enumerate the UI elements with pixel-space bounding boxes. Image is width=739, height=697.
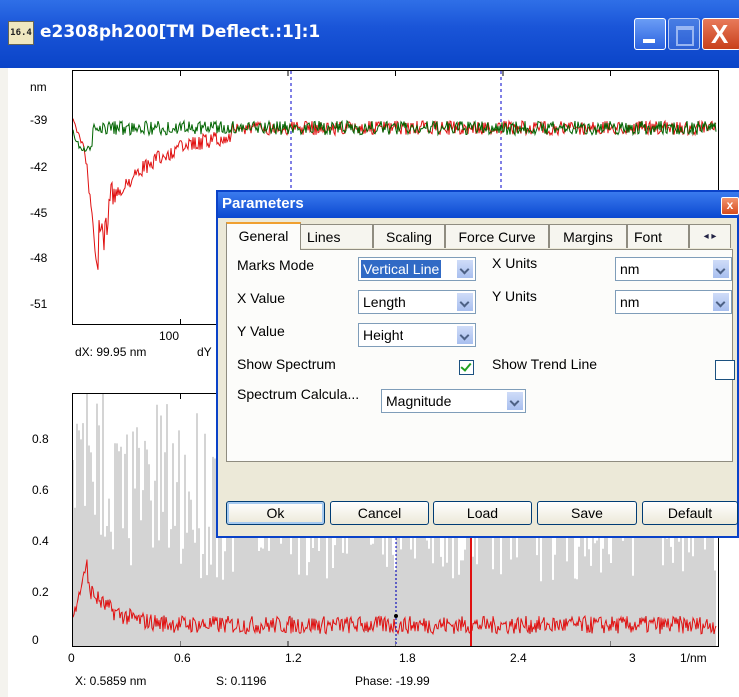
top-y-tick: -42 (30, 160, 48, 174)
bottom-x-tick: 1.2 (285, 651, 302, 665)
x-value-value: Length (363, 294, 406, 310)
red-spectrum (73, 559, 717, 636)
marks-mode-select[interactable]: Vertical Line (358, 257, 476, 281)
status-x: X: 0.5859 nm (75, 674, 147, 688)
top-x-tick: 100 (159, 329, 180, 343)
tab-general[interactable]: General (226, 222, 301, 250)
bottom-y-tick: 0.4 (32, 534, 49, 548)
y-units-select[interactable]: nm (615, 290, 732, 314)
maximize-icon[interactable] (668, 18, 700, 50)
y-units-value: nm (620, 294, 640, 310)
status-phase: Phase: -19.99 (355, 674, 430, 688)
top-y-unit: nm (30, 80, 47, 94)
bottom-x-tick: 2.4 (510, 651, 527, 665)
y-value-label: Y Value (237, 323, 285, 339)
tab-scaling[interactable]: Scaling (373, 224, 445, 248)
bottom-y-tick: 0.2 (32, 585, 49, 599)
close-glyph: X (711, 19, 729, 49)
ok-button[interactable]: Ok (226, 501, 325, 525)
bottom-y-tick: 0.8 (32, 432, 49, 446)
tab-scroll-arrows-icon[interactable]: ◂ ▸ (689, 224, 731, 248)
marks-mode-value: Vertical Line (361, 260, 442, 278)
show-spectrum-checkbox[interactable] (459, 360, 474, 375)
close-icon[interactable]: X (702, 18, 739, 50)
bottom-x-tick: 1.8 (399, 651, 416, 665)
chevron-down-icon[interactable] (712, 292, 730, 312)
top-y-tick: -48 (30, 251, 48, 265)
app-icon: 16.4 (8, 21, 34, 45)
marks-mode-label: Marks Mode (237, 257, 315, 273)
default-button[interactable]: Default (642, 501, 738, 525)
spectrum-calc-select[interactable]: Magnitude (381, 389, 526, 413)
spectrum-calc-label: Spectrum Calcula... (237, 386, 360, 402)
status-s: S: 0.1196 (216, 674, 267, 688)
save-button[interactable]: Save (537, 501, 637, 525)
top-y-tick: -51 (30, 297, 48, 311)
green-trace (73, 119, 717, 152)
top-dx-readout: dX: 99.95 nm (75, 345, 147, 359)
window-title: e2308ph200[TM Deflect.:1]:1 (40, 22, 321, 42)
general-tab-panel: Marks Mode Vertical Line X Value Length … (226, 249, 735, 462)
chevron-down-icon[interactable] (456, 292, 474, 312)
chevron-down-icon[interactable] (456, 259, 474, 279)
bottom-x-tick: 0.6 (174, 651, 191, 665)
minimize-icon[interactable] (634, 18, 666, 50)
tab-margins[interactable]: Margins (549, 224, 627, 248)
show-spectrum-label: Show Spectrum (237, 356, 336, 372)
x-units-label: X Units (492, 255, 538, 271)
dialog-close-icon[interactable]: x (721, 197, 739, 215)
x-units-value: nm (620, 261, 640, 277)
top-dy-readout: dY (197, 345, 212, 359)
show-trend-line-label: Show Trend Line (492, 356, 598, 372)
y-value-value: Height (363, 327, 404, 343)
dialog-title-bar[interactable]: Parameters x (218, 192, 739, 218)
tab-lines[interactable]: Lines (300, 224, 373, 248)
chevron-down-icon[interactable] (456, 325, 474, 345)
x-units-select[interactable]: nm (615, 257, 732, 281)
x-value-label: X Value (237, 290, 285, 306)
window-left-border (0, 68, 8, 697)
cancel-button[interactable]: Cancel (330, 501, 429, 525)
cursor-marker (394, 614, 398, 618)
chevron-down-icon[interactable] (712, 259, 730, 279)
tab-font[interactable]: Font (627, 224, 689, 248)
bottom-x-tick: 3 (629, 651, 636, 665)
bottom-x-tick: 0 (68, 651, 75, 665)
load-button[interactable]: Load (433, 501, 532, 525)
y-value-select[interactable]: Height (358, 323, 476, 347)
top-y-tick: -39 (30, 113, 48, 127)
dialog-title: Parameters (222, 195, 304, 212)
x-value-select[interactable]: Length (358, 290, 476, 314)
bottom-y-tick: 0.6 (32, 483, 49, 497)
bottom-y-tick: 0 (32, 633, 39, 647)
bottom-x-unit: 1/nm (680, 651, 707, 665)
title-bar[interactable]: 16.4 e2308ph200[TM Deflect.:1]:1 X (0, 0, 739, 68)
chevron-down-icon[interactable] (506, 391, 524, 411)
show-trend-line-checkbox[interactable] (715, 360, 735, 380)
y-units-label: Y Units (492, 288, 537, 304)
top-y-tick: -45 (30, 206, 48, 220)
tab-force-curve[interactable]: Force Curve (445, 224, 549, 248)
spectrum-calc-value: Magnitude (386, 393, 452, 409)
parameters-dialog: Parameters x General Lines Scaling Force… (216, 190, 739, 538)
